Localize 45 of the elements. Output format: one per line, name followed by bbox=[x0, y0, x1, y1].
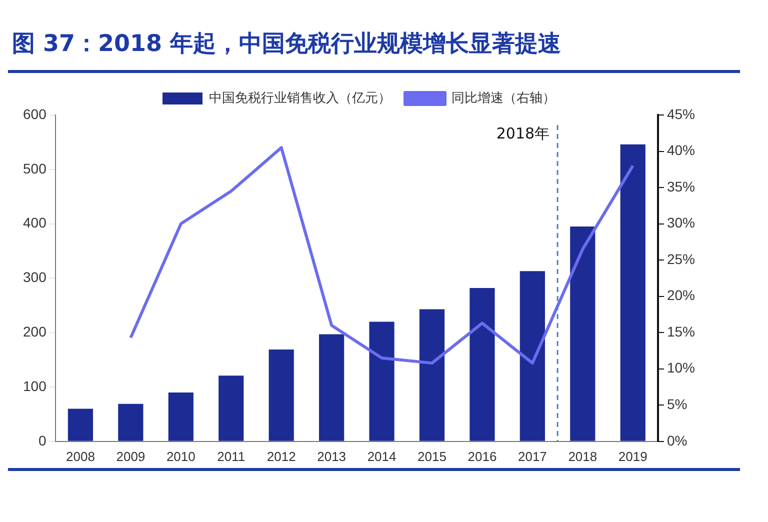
y-tick-label: 300 bbox=[23, 269, 47, 286]
x-tick-label: 2012 bbox=[266, 448, 296, 464]
bar bbox=[168, 392, 194, 441]
x-tick-label: 2013 bbox=[317, 448, 346, 464]
x-tick-label: 2008 bbox=[66, 448, 95, 464]
y-tick-label: 600 bbox=[23, 106, 47, 122]
bar bbox=[118, 404, 144, 441]
y-tick-label: 0 bbox=[38, 432, 47, 448]
x-tick-label: 2014 bbox=[367, 448, 396, 464]
y2-tick-label: 15% bbox=[666, 323, 696, 340]
y2-tick-label: 25% bbox=[666, 250, 696, 267]
x-tick-label: 2011 bbox=[217, 448, 246, 464]
x-tick-label: 2015 bbox=[418, 448, 446, 464]
ref-line-label: 2018年 bbox=[496, 124, 550, 142]
y2-tick-label: 10% bbox=[666, 360, 696, 376]
chart-title: 图 37：2018 年起，中国免税行业规模增长显著提速 bbox=[12, 30, 562, 59]
y2-tick-label: 45% bbox=[666, 106, 696, 122]
x-tick-label: 2016 bbox=[468, 448, 497, 464]
y2-tick-label: 0% bbox=[666, 432, 688, 448]
bar bbox=[570, 226, 596, 441]
legend-label: 中国免税行业销售收入（亿元） bbox=[209, 90, 391, 106]
y2-tick-label: 20% bbox=[666, 287, 696, 304]
y2-tick-label: 30% bbox=[666, 214, 696, 231]
y-tick-label: 400 bbox=[23, 214, 47, 231]
bar bbox=[419, 309, 445, 441]
x-tick-label: 2019 bbox=[618, 448, 648, 464]
y-tick-label: 200 bbox=[23, 323, 47, 340]
x-tick-label: 2018 bbox=[568, 448, 598, 464]
bar bbox=[268, 349, 294, 441]
bar bbox=[319, 334, 344, 441]
bar bbox=[620, 144, 646, 441]
y-tick-label: 500 bbox=[23, 160, 47, 176]
legend-label: 同比增速（右轴） bbox=[452, 90, 556, 106]
y2-tick-label: 35% bbox=[666, 178, 696, 194]
y2-tick-label: 5% bbox=[666, 396, 688, 412]
x-tick-label: 2017 bbox=[518, 448, 547, 464]
x-tick-label: 2010 bbox=[166, 448, 196, 464]
bar bbox=[68, 408, 94, 441]
y-tick-label: 100 bbox=[23, 378, 47, 394]
y2-tick-label: 40% bbox=[666, 142, 696, 158]
bar bbox=[470, 288, 495, 441]
bar bbox=[520, 271, 545, 441]
x-tick-label: 2009 bbox=[116, 448, 146, 464]
bar bbox=[218, 376, 244, 441]
bar bbox=[369, 322, 394, 441]
